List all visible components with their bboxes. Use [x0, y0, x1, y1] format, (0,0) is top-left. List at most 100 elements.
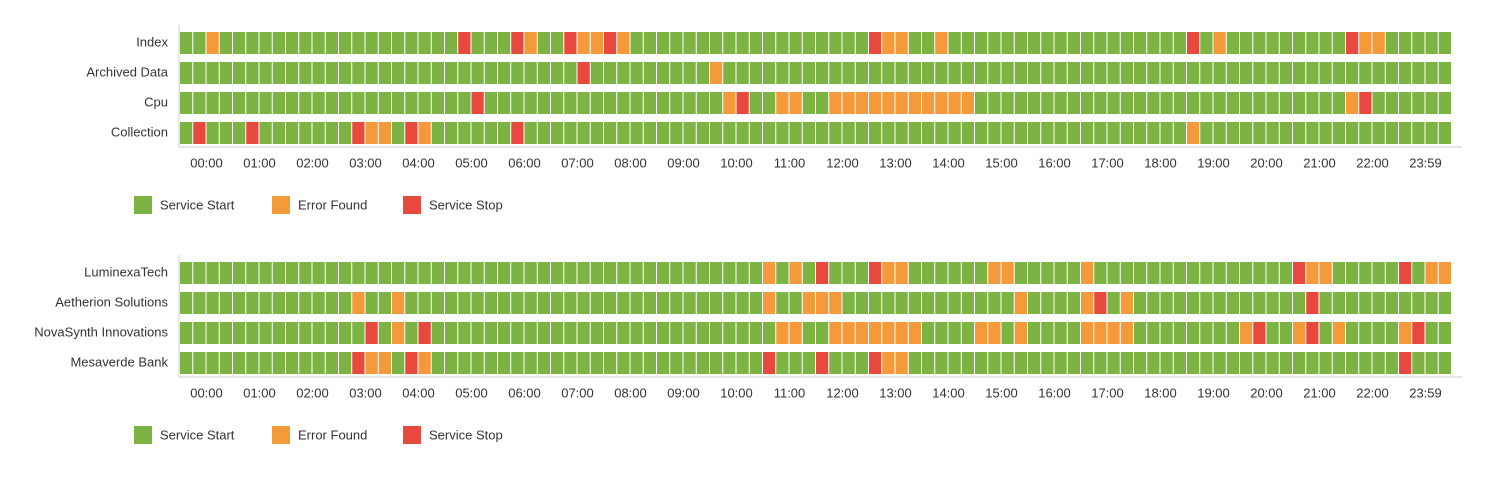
status-cell [1359, 92, 1372, 114]
status-cell [802, 322, 815, 344]
status-cell [1412, 32, 1425, 54]
status-cell [643, 262, 656, 284]
status-cell [763, 262, 776, 284]
status-cell [498, 62, 511, 84]
status-cell [1226, 92, 1239, 114]
status-cell [1173, 92, 1186, 114]
status-cell [1425, 122, 1438, 144]
status-cell [869, 92, 882, 114]
status-cell [723, 262, 736, 284]
status-cell [895, 122, 908, 144]
status-cell [431, 292, 444, 314]
status-cell [1332, 92, 1345, 114]
status-cell [1412, 92, 1425, 114]
legend-swatch [272, 196, 290, 214]
status-cell [736, 62, 749, 84]
status-cell [988, 92, 1001, 114]
status-cell [789, 62, 802, 84]
x-tick-label: 09:00 [667, 155, 700, 170]
status-cell [1028, 262, 1041, 284]
status-cell [259, 352, 272, 374]
status-cell [286, 62, 299, 84]
status-cell [789, 92, 802, 114]
status-cell [219, 122, 232, 144]
status-cell [1094, 62, 1107, 84]
status-cell [1173, 32, 1186, 54]
status-cell [922, 292, 935, 314]
status-cell [749, 62, 762, 84]
status-cell [378, 92, 391, 114]
status-cell [1120, 352, 1133, 374]
status-cell [882, 352, 895, 374]
status-cell [604, 352, 617, 374]
status-cell [206, 92, 219, 114]
status-cell [1213, 62, 1226, 84]
status-cell [484, 32, 497, 54]
status-cell [1399, 322, 1412, 344]
status-cell [498, 352, 511, 374]
status-cell [219, 322, 232, 344]
x-tick-label: 03:00 [349, 385, 382, 400]
status-cell [975, 62, 988, 84]
status-cell [1425, 322, 1438, 344]
status-cell [445, 32, 458, 54]
status-cell [1200, 122, 1213, 144]
status-cell [498, 262, 511, 284]
status-cell [339, 32, 352, 54]
status-cell [339, 122, 352, 144]
status-cell [1425, 32, 1438, 54]
status-cell [418, 62, 431, 84]
status-cell [1372, 352, 1385, 374]
status-cell [630, 352, 643, 374]
status-cell [1425, 352, 1438, 374]
status-cell [1094, 322, 1107, 344]
status-cell [1399, 92, 1412, 114]
status-cell [736, 122, 749, 144]
status-cell [710, 352, 723, 374]
x-tick-label: 05:00 [455, 155, 488, 170]
status-cell [1028, 92, 1041, 114]
status-cell [869, 292, 882, 314]
status-cell [1319, 32, 1332, 54]
status-cell [511, 32, 524, 54]
status-cell [1160, 262, 1173, 284]
status-cell [180, 262, 193, 284]
status-cell [617, 32, 630, 54]
status-cell [1001, 62, 1014, 84]
row-label: NovaSynth Innovations [34, 324, 168, 339]
status-cell [471, 322, 484, 344]
status-cell [1253, 352, 1266, 374]
status-cell [617, 352, 630, 374]
x-tick-label: 13:00 [879, 155, 912, 170]
status-cell [816, 122, 829, 144]
status-cell [1081, 92, 1094, 114]
status-cell [537, 322, 550, 344]
status-cell [590, 352, 603, 374]
status-cell [484, 122, 497, 144]
row-label: LuminexaTech [84, 264, 168, 279]
status-cell [1240, 292, 1253, 314]
row-label: Index [136, 34, 168, 49]
x-tick-label: 19:00 [1197, 155, 1230, 170]
status-cell [1372, 262, 1385, 284]
status-cell [1001, 262, 1014, 284]
status-cell [339, 292, 352, 314]
status-cell [1319, 122, 1332, 144]
status-cell [511, 292, 524, 314]
status-cell [246, 292, 259, 314]
status-cell [882, 262, 895, 284]
status-cell [683, 62, 696, 84]
status-cell [802, 62, 815, 84]
status-cell [259, 92, 272, 114]
status-cell [339, 352, 352, 374]
status-cell [511, 92, 524, 114]
status-cell [246, 262, 259, 284]
status-cell [1293, 92, 1306, 114]
legend-label: Service Stop [429, 427, 503, 442]
status-cell [736, 292, 749, 314]
status-cell [219, 32, 232, 54]
status-cell [657, 352, 670, 374]
status-cell [1425, 262, 1438, 284]
status-cell [431, 32, 444, 54]
status-cell [537, 62, 550, 84]
